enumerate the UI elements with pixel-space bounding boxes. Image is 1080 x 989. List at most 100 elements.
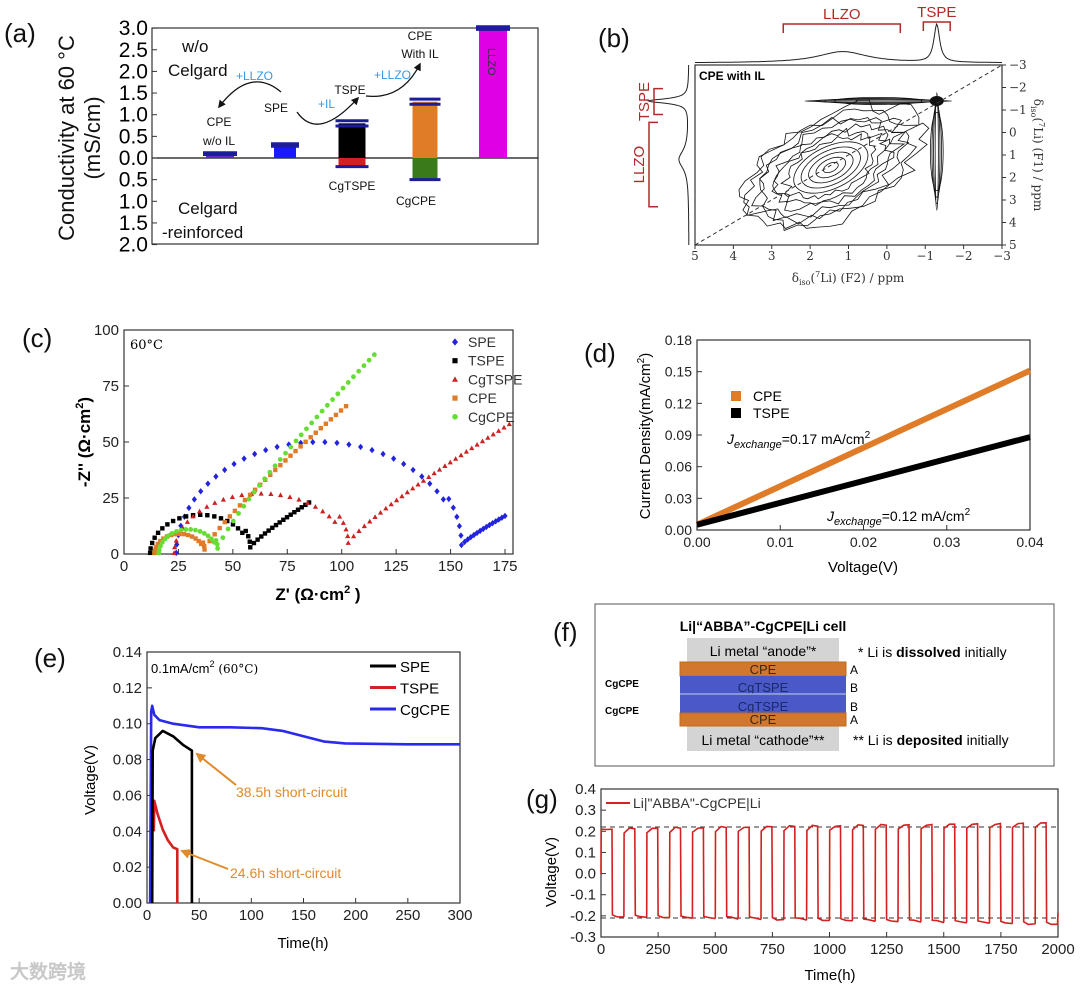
data-point <box>190 513 196 519</box>
data-point <box>284 515 290 520</box>
x-tick-label: 0 <box>143 907 151 924</box>
note-bold: dissolved <box>896 644 961 660</box>
data-point <box>222 466 228 474</box>
x-tick-label: 300 <box>447 907 472 924</box>
data-point <box>240 530 245 536</box>
legend-label-spe: SPE <box>468 334 496 350</box>
data-point <box>212 532 217 537</box>
data-point <box>209 536 214 542</box>
x-tick-label: −2 <box>955 249 973 263</box>
x-tick-label: 4 <box>730 249 738 263</box>
y-tick-label: 0.00 <box>113 895 142 912</box>
data-point <box>165 533 171 539</box>
data-point <box>458 452 464 458</box>
ylabel-delta: δ <box>1031 99 1045 106</box>
data-point <box>474 529 480 537</box>
j-value: =0.17 mA/cm <box>782 431 865 447</box>
data-point <box>198 512 203 517</box>
bracket-label-llzo: LLZO <box>631 146 648 184</box>
data-point <box>262 476 268 482</box>
data-point <box>239 492 245 498</box>
y-tick-label: 0.4 <box>575 781 596 798</box>
data-point <box>308 435 313 440</box>
contour-llzo <box>759 117 906 219</box>
y-tick-label: 0.03 <box>665 490 692 506</box>
contour-llzo <box>771 123 895 212</box>
data-point <box>309 420 315 426</box>
legend-label-cpe: CPE <box>468 390 497 406</box>
label-tspe: TSPE <box>334 83 365 97</box>
data-point <box>420 478 427 483</box>
data-point <box>388 501 394 507</box>
data-point <box>452 414 458 420</box>
data-point <box>293 438 299 444</box>
label-celgard-top: Celgard <box>168 61 228 80</box>
y-tick-label: 3 <box>1009 193 1017 207</box>
data-point <box>243 528 248 534</box>
data-point <box>278 462 283 468</box>
data-point <box>148 546 153 551</box>
y-tick-label: 3.0 <box>119 17 148 40</box>
y-tick-label: 0.0 <box>575 866 596 883</box>
data-point <box>369 446 375 454</box>
bracket-label-llzo: LLZO <box>823 6 861 23</box>
j-sup: 2 <box>965 507 971 518</box>
data-point <box>174 541 180 548</box>
data-point <box>415 481 421 487</box>
y-tick-label: 5 <box>1009 238 1017 252</box>
panel-e-ylabel: Voltage(V) <box>82 745 99 815</box>
label-celgard-bottom: Celgard <box>178 199 238 218</box>
y-tick-label: 1.0 <box>119 190 148 213</box>
left-projection <box>646 65 690 245</box>
data-point <box>229 494 235 499</box>
data-point <box>366 357 372 363</box>
x-tick-label: 100 <box>329 558 354 575</box>
bar-cpe-with-il <box>412 101 438 158</box>
data-point <box>313 430 318 435</box>
panel-label-b: (b) <box>598 23 630 53</box>
x-tick-label: 1750 <box>984 941 1017 958</box>
data-point <box>220 496 226 502</box>
data-point <box>450 504 456 511</box>
data-point <box>493 518 499 525</box>
data-point <box>446 495 452 503</box>
data-point <box>177 531 182 537</box>
data-point <box>314 414 320 420</box>
bar-spe <box>274 145 296 158</box>
data-point <box>419 473 425 480</box>
data-point <box>156 547 162 553</box>
data-point <box>337 513 343 519</box>
x-tick-label: 25 <box>170 558 187 575</box>
label-wo: w/o <box>181 37 208 56</box>
x-tick-label: 0.00 <box>683 534 710 550</box>
data-point <box>273 522 279 528</box>
layer-cpe <box>679 712 847 727</box>
data-point <box>155 530 161 536</box>
x-tick-label: 100 <box>239 907 264 924</box>
bracket-top <box>782 23 902 33</box>
data-point <box>312 504 319 509</box>
y-tick-label: 100 <box>94 322 119 339</box>
arrow-icon <box>365 62 421 98</box>
legend-label-cgtspe: CgTSPE <box>468 371 522 387</box>
panel-b-inset-label: CPE with IL <box>699 69 765 83</box>
data-point <box>263 446 269 454</box>
data-point <box>247 539 252 544</box>
y-tick-label: 0.09 <box>665 427 692 443</box>
bracket-left <box>648 121 658 208</box>
data-point <box>162 536 168 542</box>
data-point <box>458 532 464 539</box>
note-post: initially <box>961 644 1007 660</box>
data-point <box>431 470 437 476</box>
y-tick-label: 0.1 <box>575 844 596 861</box>
x-tick-label: 1250 <box>870 941 903 958</box>
data-point <box>483 523 489 531</box>
contour-group <box>738 92 953 232</box>
data-point <box>252 487 258 492</box>
data-point <box>273 467 278 473</box>
series-line-voltage <box>600 821 1059 926</box>
annotation-j-cpe: Jexchange=0.17 mA/cm2 <box>726 430 871 451</box>
x-tick-label: 0.02 <box>850 534 877 550</box>
y-tick-label: 0.10 <box>113 716 142 733</box>
y-tick-label: 0 <box>1009 126 1017 140</box>
